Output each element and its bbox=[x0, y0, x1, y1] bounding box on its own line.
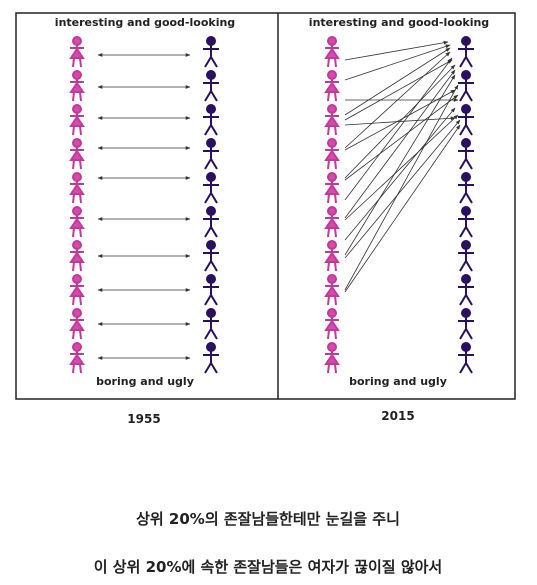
arrow bbox=[344, 107, 456, 241]
man-figure bbox=[202, 104, 220, 136]
woman-figure bbox=[69, 104, 85, 136]
arrow bbox=[344, 40, 449, 61]
arrows-1955 bbox=[97, 53, 191, 360]
man-figure bbox=[202, 342, 220, 374]
woman-figure bbox=[69, 274, 85, 306]
woman-figure bbox=[324, 342, 340, 374]
arrow bbox=[344, 84, 459, 291]
man-figure bbox=[457, 36, 475, 68]
arrow bbox=[344, 114, 459, 221]
man-figure bbox=[457, 342, 475, 374]
man-figure bbox=[202, 240, 220, 272]
arrow bbox=[344, 94, 459, 181]
woman-figure bbox=[69, 206, 85, 238]
arrow bbox=[344, 44, 451, 81]
woman-figure bbox=[324, 274, 340, 306]
arrow bbox=[344, 124, 461, 293]
arrow bbox=[344, 47, 451, 116]
woman-figure bbox=[324, 240, 340, 272]
arrow bbox=[344, 57, 453, 201]
top-label: interesting and good-looking bbox=[55, 16, 235, 29]
woman-figure bbox=[324, 36, 340, 68]
woman-figure bbox=[69, 36, 85, 68]
man-figure bbox=[457, 274, 475, 306]
man-figure bbox=[202, 36, 220, 68]
man-figure bbox=[457, 240, 475, 272]
arrow bbox=[344, 119, 461, 259]
top-label: interesting and good-looking bbox=[309, 16, 489, 29]
woman-figure bbox=[69, 342, 85, 374]
woman-figure bbox=[324, 206, 340, 238]
man-figure bbox=[202, 70, 220, 102]
woman-figure bbox=[69, 240, 85, 272]
frame bbox=[15, 12, 516, 400]
man-figure bbox=[202, 308, 220, 340]
man-figure bbox=[457, 308, 475, 340]
man-figure bbox=[202, 172, 220, 204]
woman-figure bbox=[69, 138, 85, 170]
man-figure bbox=[202, 138, 220, 170]
bottom-label: boring and ugly bbox=[349, 375, 447, 388]
bottom-label: boring and ugly bbox=[96, 375, 194, 388]
caption: 이 상위 20%에 속한 존잘남들은 여자가 끊이질 않아서 bbox=[94, 558, 442, 576]
man-figure bbox=[202, 274, 220, 306]
woman-figure bbox=[69, 172, 85, 204]
man-figure bbox=[457, 70, 475, 102]
man-figure bbox=[202, 206, 220, 238]
year: 2015 bbox=[381, 409, 414, 423]
arrow bbox=[344, 116, 456, 126]
woman-figure bbox=[324, 70, 340, 102]
arrows-2015 bbox=[344, 40, 461, 293]
woman-figure bbox=[324, 172, 340, 204]
man-figure bbox=[457, 172, 475, 204]
caption: 상위 20%의 존잘남들한테만 눈길을 주니 bbox=[136, 510, 400, 528]
arrow bbox=[344, 69, 456, 219]
arrow bbox=[344, 59, 453, 121]
man-figure bbox=[457, 138, 475, 170]
man-figure bbox=[457, 206, 475, 238]
man-figure bbox=[457, 104, 475, 136]
arrow bbox=[344, 74, 456, 256]
woman-figure bbox=[69, 308, 85, 340]
woman-figure bbox=[324, 138, 340, 170]
year: 1955 bbox=[127, 412, 160, 426]
woman-figure bbox=[324, 308, 340, 340]
woman-figure bbox=[69, 70, 85, 102]
woman-figure bbox=[324, 104, 340, 136]
